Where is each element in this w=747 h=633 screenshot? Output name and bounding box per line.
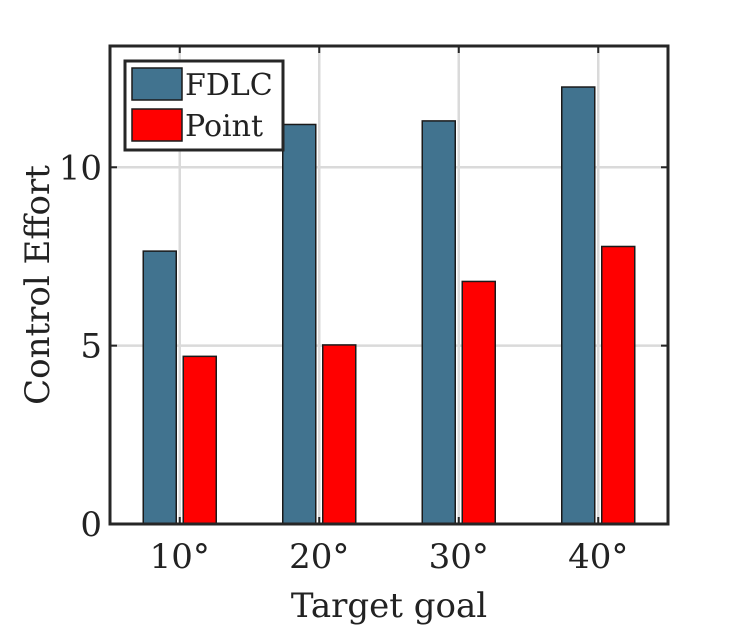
y-tick-label-0: 0	[80, 505, 102, 545]
legend-swatch-fdlc	[131, 67, 183, 101]
y-tick-label-1: 5	[80, 327, 102, 367]
y-axis-label: Control Effort	[18, 165, 58, 405]
bars	[142, 86, 636, 525]
bar-point-0	[182, 355, 217, 525]
grid	[110, 46, 668, 524]
bar-point-3	[601, 245, 636, 525]
y-tick-label-2: 10	[59, 148, 102, 188]
legend: FDLC Point	[123, 59, 285, 152]
x-tick-label-2: 30°	[429, 537, 489, 577]
legend-label-point: Point	[185, 109, 263, 144]
bar-point-1	[322, 344, 357, 525]
legend-swatch-point	[131, 108, 183, 142]
bar-fdlc-0	[142, 250, 177, 525]
bar-fdlc-1	[282, 123, 317, 525]
legend-label-fdlc: FDLC	[185, 68, 273, 103]
x-tick-label-0: 10°	[150, 537, 210, 577]
bar-fdlc-3	[561, 86, 596, 525]
bar-point-2	[461, 280, 496, 525]
x-axis-label: Target goal	[291, 586, 487, 626]
x-tick-label-3: 40°	[568, 537, 628, 577]
bar-fdlc-2	[421, 120, 456, 525]
x-tick-label-1: 20°	[289, 537, 349, 577]
ticks: 10° 20° 30° 40° 0 5 10	[59, 46, 668, 577]
plot-frame	[108, 44, 670, 526]
